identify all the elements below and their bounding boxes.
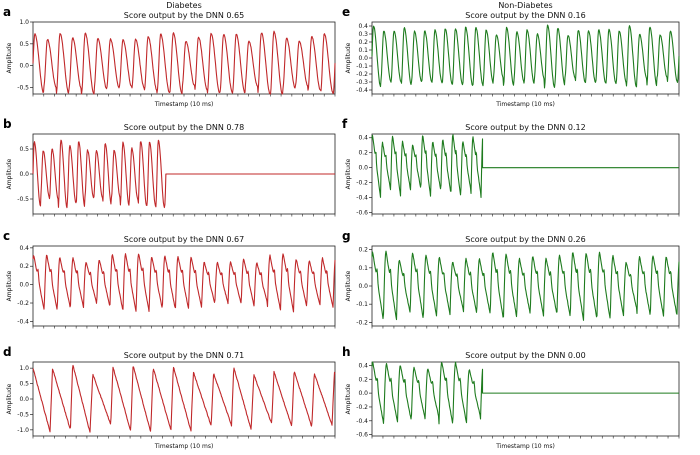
- panel-title: Score output by the DNN 0.67: [124, 235, 244, 244]
- signal-line: [371, 250, 680, 321]
- y-tick-label: 0.0: [19, 63, 29, 70]
- y-tick-label: -0.6: [356, 432, 368, 439]
- y-tick-label: 0.4: [358, 362, 368, 369]
- y-tick-label: -0.2: [356, 71, 368, 78]
- y-tick-label: 0.0: [19, 396, 29, 403]
- y-tick-label: -0.2: [356, 180, 368, 187]
- y-tick-label: -0.2: [356, 319, 368, 326]
- y-axis-label: Amplitude: [345, 270, 352, 301]
- panel-letter-b: b: [3, 117, 12, 131]
- y-tick-label: 0.2: [19, 263, 29, 270]
- y-tick-label: -0.2: [17, 300, 29, 307]
- y-tick-label: -0.1: [356, 63, 368, 70]
- y-tick-label: 1.0: [19, 365, 29, 372]
- y-tick-label: 0.2: [358, 376, 368, 383]
- panel-g: g Score output by the DNN 0.26 -0.2 -0.1 0.0…: [342, 229, 680, 329]
- y-tick-label: 0.0: [19, 171, 29, 178]
- signal-line: [32, 364, 336, 433]
- panel-f: f Score output by the DNN 0.12 -0.6 -0.4 -0.…: [342, 117, 680, 217]
- column-heading: Diabetes: [166, 1, 202, 10]
- column-heading: Non-Diabetes: [498, 1, 552, 10]
- y-tick-label: 0.3: [358, 31, 368, 38]
- x-axis-label: Timestamp (10 ms): [495, 443, 555, 450]
- panel-title: Score output by the DNN 0.12: [465, 123, 585, 132]
- panel-letter-g: g: [342, 229, 351, 243]
- y-tick-label: -0.5: [17, 411, 29, 418]
- panel-title: Score output by the DNN 0.65: [124, 11, 244, 20]
- axes-frame: [32, 361, 336, 437]
- y-axis-label: Amplitude: [6, 42, 13, 73]
- y-tick-label: 0.0: [358, 283, 368, 290]
- y-tick-label: 0.2: [358, 39, 368, 46]
- y-tick-label: -0.6: [356, 210, 368, 217]
- x-axis-label: Timestamp (10 ms): [154, 443, 214, 450]
- y-tick-label: -0.2: [356, 404, 368, 411]
- y-tick-label: 0.5: [19, 146, 29, 153]
- axes-frame: [371, 361, 680, 437]
- y-tick-label: 0.5: [19, 381, 29, 388]
- panel-title: Score output by the DNN 0.78: [124, 123, 244, 132]
- signal-line: [371, 134, 679, 198]
- y-tick-label: 0.0: [358, 390, 368, 397]
- panel-title: Score output by the DNN 0.00: [465, 351, 585, 360]
- y-tick-label: -0.4: [356, 418, 368, 425]
- panel-h: h Score output by the DNN 0.00 -0.6 -0.4 -0.…: [342, 345, 680, 450]
- y-tick-label: 0.4: [358, 23, 368, 30]
- y-axis-label: Amplitude: [6, 158, 13, 189]
- y-tick-label: 0.2: [358, 150, 368, 157]
- y-axis-label: Amplitude: [345, 42, 352, 73]
- panel-letter-a: a: [3, 5, 11, 19]
- y-tick-label: 0.4: [19, 245, 29, 252]
- y-tick-label: 0.0: [358, 55, 368, 62]
- signal-line: [32, 139, 335, 209]
- y-tick-label: -0.4: [356, 195, 368, 202]
- y-tick-label: -1.0: [17, 427, 29, 434]
- y-tick-label: -0.4: [356, 87, 368, 94]
- y-tick-label: 0.1: [358, 265, 368, 272]
- y-tick-label: 0.0: [358, 165, 368, 172]
- panel-title: Score output by the DNN 0.16: [465, 11, 585, 20]
- signal-line: [32, 30, 336, 95]
- panel-letter-d: d: [3, 345, 12, 359]
- y-tick-label: -0.4: [17, 318, 29, 325]
- signal-line: [32, 253, 336, 313]
- y-tick-label: 1.0: [19, 19, 29, 26]
- y-tick-label: 0.4: [358, 135, 368, 142]
- signal-line: [371, 24, 680, 89]
- y-tick-label: -0.3: [356, 79, 368, 86]
- panel-letter-e: e: [342, 5, 350, 19]
- x-axis-label: Timestamp (10 ms): [495, 101, 555, 108]
- panel-letter-f: f: [342, 117, 348, 131]
- y-axis-label: Amplitude: [345, 383, 352, 414]
- panel-c: c Score output by the DNN 0.67 -0.4 -0.2 0.0…: [3, 229, 336, 329]
- y-axis-label: Amplitude: [6, 383, 13, 414]
- x-axis-label: Timestamp (10 ms): [154, 101, 214, 108]
- panel-title: Score output by the DNN 0.71: [124, 351, 244, 360]
- y-tick-label: -0.1: [356, 301, 368, 308]
- y-axis-label: Amplitude: [345, 158, 352, 189]
- y-tick-label: 0.1: [358, 47, 368, 54]
- panel-title: Score output by the DNN 0.26: [465, 235, 585, 244]
- panel-b: b Score output by the DNN 0.78 -0.5 0.0 0.5 A…: [3, 117, 336, 217]
- y-tick-label: 0.5: [19, 41, 29, 48]
- panel-letter-h: h: [342, 345, 351, 359]
- y-tick-label: 0.0: [19, 282, 29, 289]
- y-tick-label: -0.5: [17, 196, 29, 203]
- signal-line: [371, 361, 679, 425]
- y-tick-label: 0.2: [358, 247, 368, 254]
- y-axis-label: Amplitude: [6, 270, 13, 301]
- panel-d: d Score output by the DNN 0.71 -1.0 -0.5 0.0…: [3, 345, 336, 450]
- y-tick-label: -0.5: [17, 84, 29, 91]
- panel-letter-c: c: [3, 229, 10, 243]
